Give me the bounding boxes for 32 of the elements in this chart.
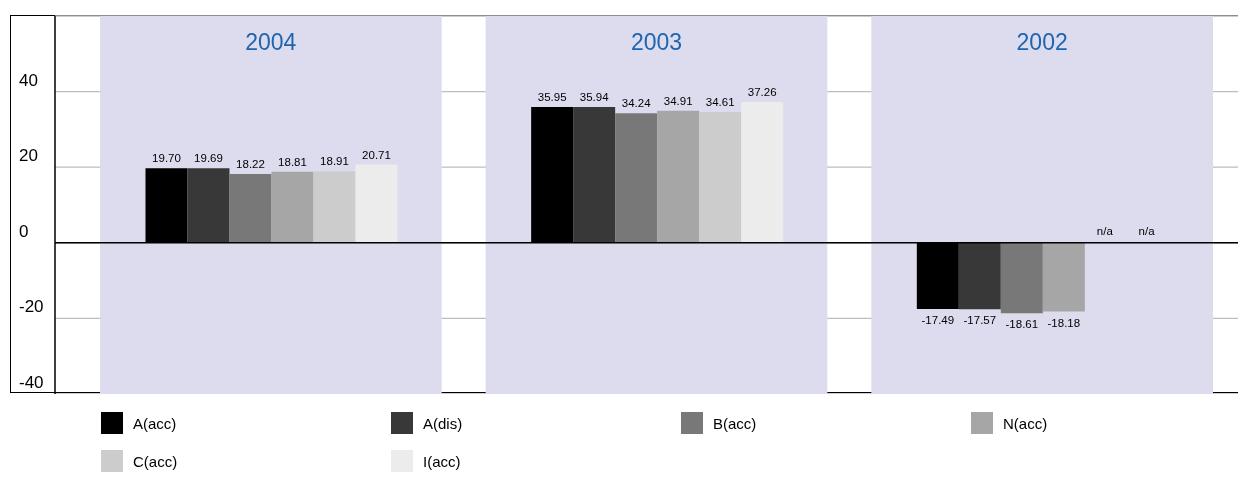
x-tick-label: 2003: [630, 29, 683, 55]
y-tick-label: 40: [19, 70, 38, 90]
legend-label: C(acc): [133, 452, 178, 470]
legend-label: A(acc): [133, 414, 177, 432]
data-label: 20.71: [362, 148, 391, 161]
legend-label: N(acc): [1003, 414, 1048, 432]
y-tick-label: -40: [19, 373, 44, 392]
legend-label: A(dis): [423, 414, 463, 432]
y-tick-label: -20: [19, 297, 44, 317]
data-label: -17.49: [921, 313, 955, 326]
data-label: -18.61: [1005, 318, 1039, 331]
data-label: -18.18: [1047, 316, 1081, 329]
text: n/a: [1138, 224, 1155, 237]
data-label: 34.24: [621, 97, 652, 110]
data-label: -17.57: [963, 314, 997, 327]
data-label: 34.91: [663, 94, 693, 107]
y-tick-label: 20: [19, 146, 38, 166]
y-tick-label: 0: [19, 221, 29, 241]
legend-label: B(acc): [713, 414, 757, 432]
data-label: 19.70: [152, 152, 181, 165]
data-label: 35.94: [579, 90, 610, 103]
x-tick-label: 2004: [245, 29, 297, 55]
data-label: 34.61: [705, 95, 735, 108]
legend-label: I(acc): [423, 452, 461, 470]
data-label: 18.91: [320, 155, 349, 168]
text: n/a: [1096, 224, 1113, 237]
data-label: 19.69: [194, 152, 223, 165]
data-label: 18.22: [236, 157, 265, 170]
data-label: 18.81: [278, 155, 307, 168]
data-label: 35.95: [537, 90, 567, 103]
data-label: 37.26: [747, 85, 777, 98]
x-tick-label: 2002: [1016, 29, 1068, 55]
